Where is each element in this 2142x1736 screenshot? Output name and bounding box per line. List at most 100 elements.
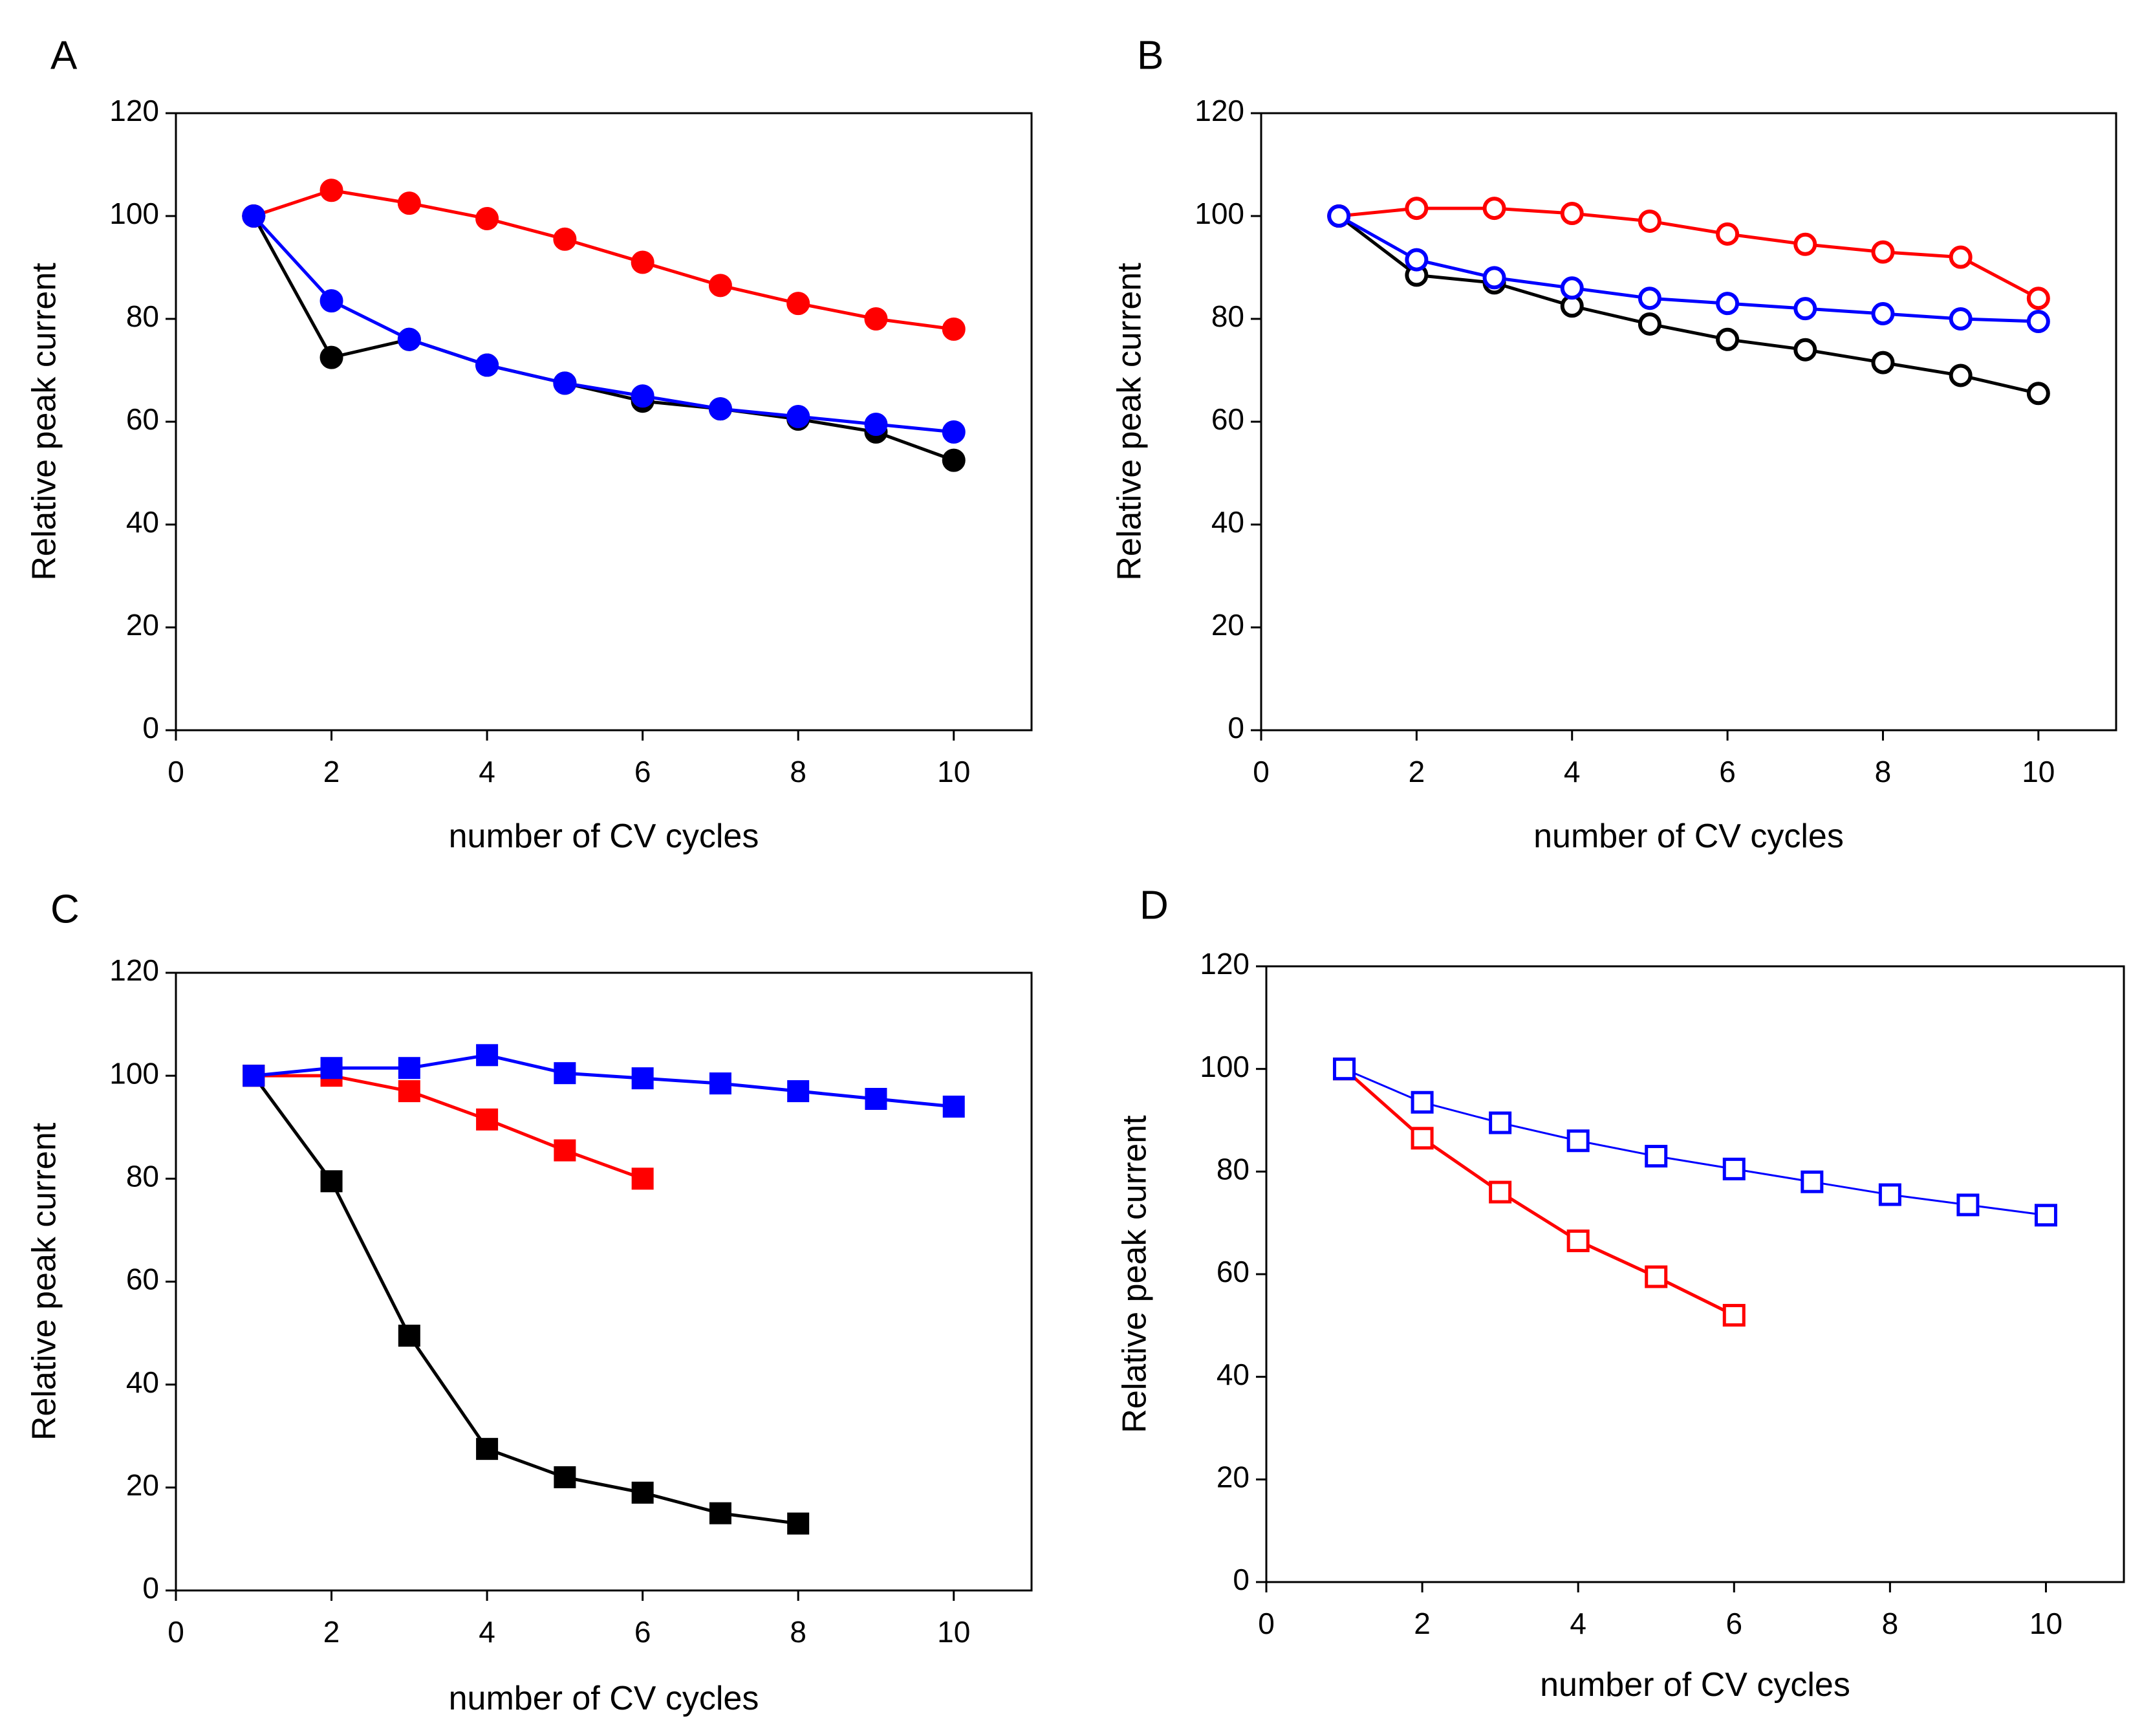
y-tick-label: 60 [1217,1255,1250,1288]
series-line-black [1337,215,2039,395]
data-point-red [1482,197,1506,221]
data-point-red [1638,209,1661,233]
data-point-black [1949,363,1973,387]
data-point-blue [475,353,499,377]
data-point-black [320,1170,343,1193]
x-tick-label: 0 [168,1615,184,1649]
y-tick-label: 40 [126,1365,159,1399]
data-point-blue [1722,1157,1746,1180]
data-point-blue [786,405,810,429]
x-axis-label: number of CV cycles [449,818,759,855]
x-tick-label: 0 [1253,755,1270,788]
series-line-red [1338,206,2039,300]
data-point-blue [2026,309,2050,333]
data-point-red [942,317,966,341]
data-point-red [786,292,810,316]
x-tick-label: 4 [1570,1607,1586,1640]
panel-a: A 0 20 40 60 80 100 120 0 2 4 6 8 10 number of CV cycl… [26,33,1033,855]
panel-b: B 0 20 40 60 80 100 120 0 2 4 6 8 10 number of CV cycl… [1111,33,2117,855]
data-point-blue [1949,307,1973,331]
data-point-red [475,206,499,230]
data-point-red [476,1108,499,1131]
data-point-red [553,227,577,251]
panel-letter: A [50,33,78,78]
data-point-red [708,274,732,298]
x-axis-label: number of CV cycles [1533,818,1844,855]
x-tick-label: 6 [634,1615,651,1649]
data-point-blue [1489,1111,1512,1134]
plot-frame [175,971,1033,1592]
data-point-blue [1411,1090,1434,1114]
data-point-blue [1560,276,1584,300]
data-point-red [1560,202,1584,226]
x-tick-label: 2 [323,755,340,788]
x-tick-label: 8 [790,1615,806,1649]
x-tick-label: 2 [1409,755,1425,788]
y-tick-label: 120 [109,953,159,987]
data-point-black [631,1481,654,1504]
data-point-blue [476,1044,499,1067]
series-black [242,204,966,472]
data-point-red [631,1167,654,1190]
y-tick-label: 0 [142,1571,159,1605]
data-point-blue [243,1065,265,1087]
data-point-blue [709,1072,731,1095]
panel-letter: B [1137,33,1163,78]
plot-frame [175,112,1033,732]
series-blue [1333,1058,2057,1227]
y-axis-label: Relative peak current [26,263,63,581]
data-point-red [1489,1180,1512,1204]
data-point-blue [708,397,732,421]
y-tick-label: 120 [1195,94,1244,127]
data-point-blue [1638,287,1661,310]
x-tick-label: 0 [168,755,184,788]
y-axis-label: Relative peak current [26,1122,63,1440]
data-point-blue [1566,1129,1590,1153]
series-red [1333,1058,1746,1327]
y-axis-label: Relative peak current [1116,1115,1154,1433]
x-axis-label: number of CV cycles [449,1680,759,1717]
panel-c: C 0 20 40 60 80 100 120 0 2 4 6 8 10 number of CV cycl… [26,887,1033,1717]
series-red [1327,197,2050,310]
data-point-red [1716,222,1740,246]
series-blue [1327,204,2050,333]
y-tick-label: 80 [1217,1152,1250,1186]
y-tick-label: 0 [142,711,159,744]
data-point-blue [787,1080,810,1103]
data-point-black [942,448,966,472]
data-point-red [1949,245,1973,269]
y-tick-label: 40 [1211,505,1244,539]
y-tick-label: 20 [1217,1460,1250,1493]
y-tick-label: 0 [1233,1563,1250,1596]
y-tick-label: 40 [126,505,159,539]
data-point-black [2026,382,2050,406]
data-point-blue [1801,1170,1824,1193]
data-point-red [631,250,654,274]
data-point-black [319,345,343,369]
panel-d: D 0 20 40 60 80 100 120 0 2 4 6 8 10 number of CV cycl… [1116,883,2125,1704]
data-point-blue [864,412,888,436]
y-tick-label: 120 [1200,947,1250,981]
data-point-black [476,1438,499,1460]
y-axis-label: Relative peak current [1111,263,1149,581]
data-point-red [1722,1303,1746,1327]
data-point-blue [1333,1058,1356,1081]
data-point-blue [2034,1204,2057,1227]
x-tick-label: 0 [1258,1607,1275,1640]
x-tick-label: 4 [479,1615,495,1649]
y-tick-label: 20 [1211,608,1244,642]
data-point-blue [942,1095,965,1118]
data-point-blue [398,1057,420,1080]
plot-frame [1265,965,2125,1583]
data-point-blue [631,384,654,408]
data-point-blue [1645,1145,1668,1168]
series-red [242,179,966,341]
x-tick-label: 8 [1875,755,1892,788]
x-tick-label: 4 [1564,755,1581,788]
series-line-red [254,1074,644,1180]
y-tick-label: 80 [126,1159,159,1193]
data-point-black [1638,312,1661,336]
y-tick-label: 100 [109,1056,159,1090]
y-tick-label: 60 [1211,402,1244,436]
